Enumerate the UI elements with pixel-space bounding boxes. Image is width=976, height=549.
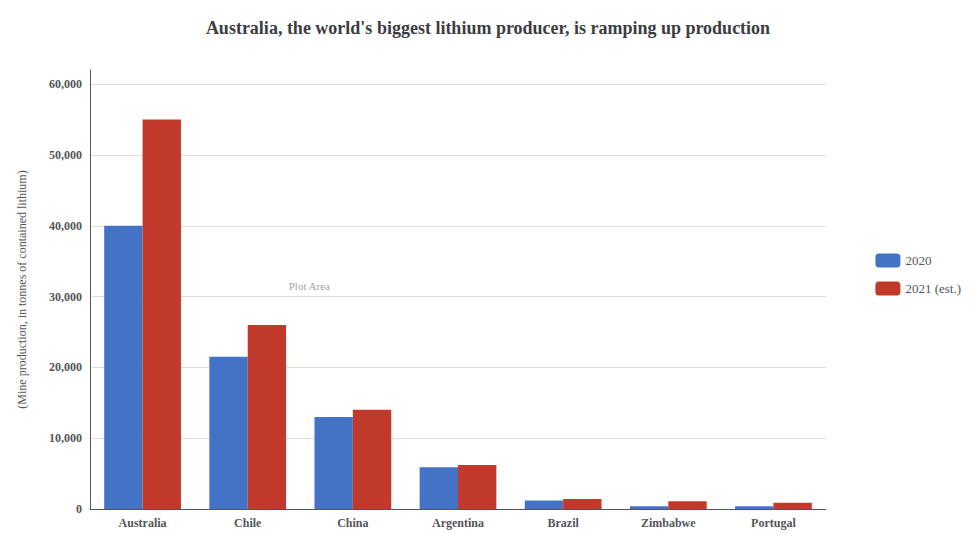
svg-text:(Mine production, in tonnes of: (Mine production, in tonnes of contained…: [15, 170, 29, 408]
svg-text:50,000: 50,000: [49, 148, 82, 162]
svg-text:Plot Area: Plot Area: [289, 280, 330, 292]
svg-text:Argentina: Argentina: [432, 516, 484, 530]
svg-text:Australia, the world's biggest: Australia, the world's biggest lithium p…: [206, 18, 770, 38]
svg-text:Portugal: Portugal: [751, 516, 796, 530]
svg-text:2020: 2020: [905, 253, 931, 268]
svg-text:30,000: 30,000: [49, 290, 82, 304]
svg-text:0: 0: [76, 502, 82, 516]
svg-text:Brazil: Brazil: [547, 516, 579, 530]
svg-text:Zimbabwe: Zimbabwe: [641, 516, 696, 530]
svg-text:China: China: [337, 516, 368, 530]
svg-text:60,000: 60,000: [49, 77, 82, 91]
svg-text:Australia: Australia: [119, 516, 167, 530]
svg-text:40,000: 40,000: [49, 219, 82, 233]
svg-text:10,000: 10,000: [49, 431, 82, 445]
svg-text:2021 (est.): 2021 (est.): [905, 281, 961, 296]
svg-text:Chile: Chile: [234, 516, 262, 530]
svg-text:20,000: 20,000: [49, 360, 82, 374]
